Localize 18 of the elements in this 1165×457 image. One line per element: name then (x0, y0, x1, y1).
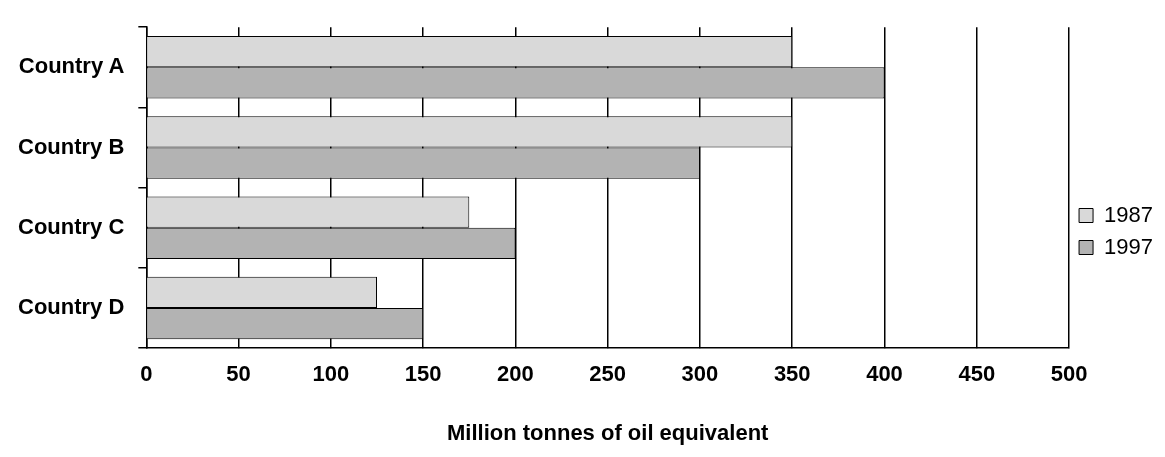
x-tick-label: 250 (589, 361, 627, 387)
y-tick-label: Country C (18, 213, 125, 239)
x-tick-label: 450 (958, 361, 996, 387)
x-tick-label: 0 (140, 361, 153, 387)
x-tick-label: 400 (866, 361, 903, 387)
x-tick-label: 50 (226, 361, 251, 387)
y-tick-label: Country A (18, 53, 125, 79)
legend-label: 1997 (1104, 233, 1154, 259)
legend-label: 1987 (1104, 201, 1154, 227)
x-tick-label: 150 (404, 361, 442, 387)
y-tick-label: Country B (18, 133, 125, 159)
x-tick-label: 200 (497, 361, 534, 387)
x-tick-label: 300 (681, 361, 719, 387)
x-tick-label: 500 (1050, 361, 1088, 387)
x-tick-label: 350 (773, 361, 811, 387)
x-axis-title: Million tonnes of oil equivalent (446, 419, 770, 445)
y-tick-label: Country D (18, 294, 125, 320)
x-tick-label: 100 (312, 361, 350, 387)
